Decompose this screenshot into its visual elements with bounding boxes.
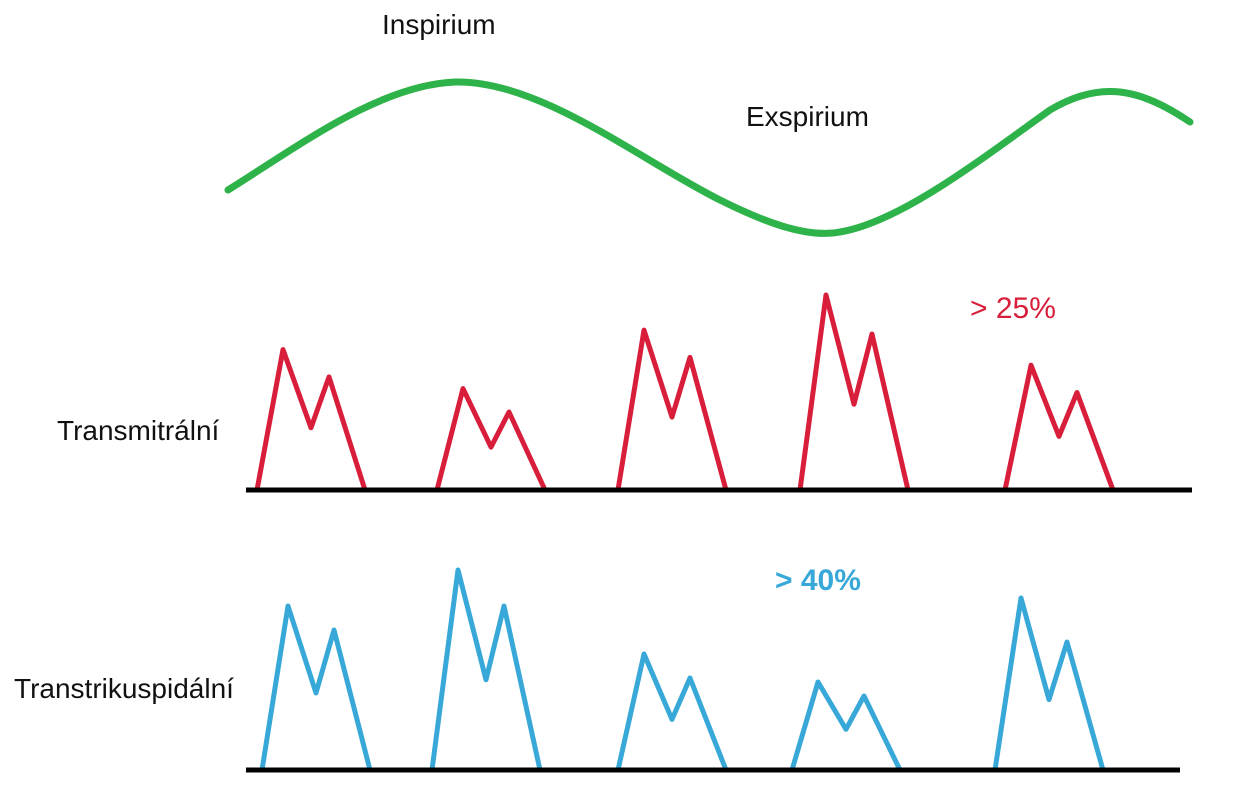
- tricuspid-wave-2: [429, 567, 543, 771]
- tricuspid-wave-5: [992, 595, 1106, 771]
- tricuspid-wave-4: [789, 679, 903, 772]
- transmitral-label: Transmitrální: [57, 415, 220, 446]
- mitral-wave-3: [615, 327, 729, 491]
- mitral-wave-1: [254, 347, 368, 491]
- mitral-variation-annotation: > 25%: [970, 292, 1056, 325]
- inspirium-label: Inspirium: [382, 9, 496, 40]
- respiration-curve: [224, 78, 1194, 237]
- mitral-wave-group: [254, 292, 1116, 492]
- tricuspid-wave-3: [615, 651, 729, 771]
- tricuspid-wave-group: [259, 567, 1106, 772]
- mitral-wave-2: [434, 386, 548, 492]
- mitral-wave-4: [797, 292, 911, 491]
- transtricuspid-label: Transtrikuspidální: [14, 673, 234, 704]
- tricuspid-wave-1: [259, 603, 373, 771]
- exspirium-label: Exspirium: [746, 101, 869, 132]
- tricuspid-variation-annotation: > 40%: [775, 564, 861, 597]
- mitral-wave-5: [1002, 362, 1116, 491]
